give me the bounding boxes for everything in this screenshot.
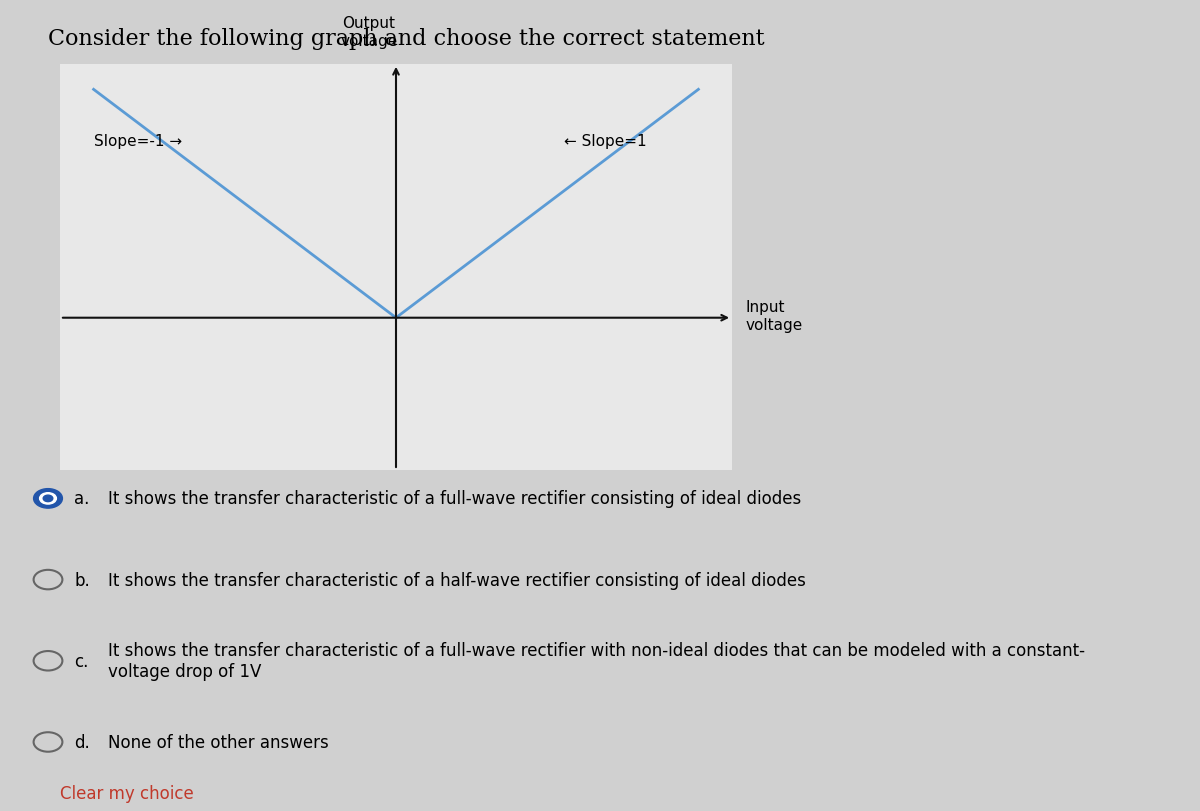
Text: c.: c. [74,652,89,670]
Text: Output
voltage: Output voltage [341,16,397,49]
Text: b.: b. [74,571,90,589]
Text: d.: d. [74,733,90,751]
Text: None of the other answers: None of the other answers [108,733,329,751]
Text: It shows the transfer characteristic of a half-wave rectifier consisting of idea: It shows the transfer characteristic of … [108,571,806,589]
Text: Slope=-1 →: Slope=-1 → [94,134,181,148]
Text: Consider the following graph and choose the correct statement: Consider the following graph and choose … [48,28,764,50]
Text: It shows the transfer characteristic of a full-wave rectifier with non-ideal dio: It shows the transfer characteristic of … [108,642,1085,680]
Text: Input
voltage: Input voltage [745,300,803,333]
Text: a.: a. [74,490,90,508]
Text: ← Slope=1: ← Slope=1 [564,134,647,148]
Text: Clear my choice: Clear my choice [60,784,193,802]
Text: It shows the transfer characteristic of a full-wave rectifier consisting of idea: It shows the transfer characteristic of … [108,490,802,508]
